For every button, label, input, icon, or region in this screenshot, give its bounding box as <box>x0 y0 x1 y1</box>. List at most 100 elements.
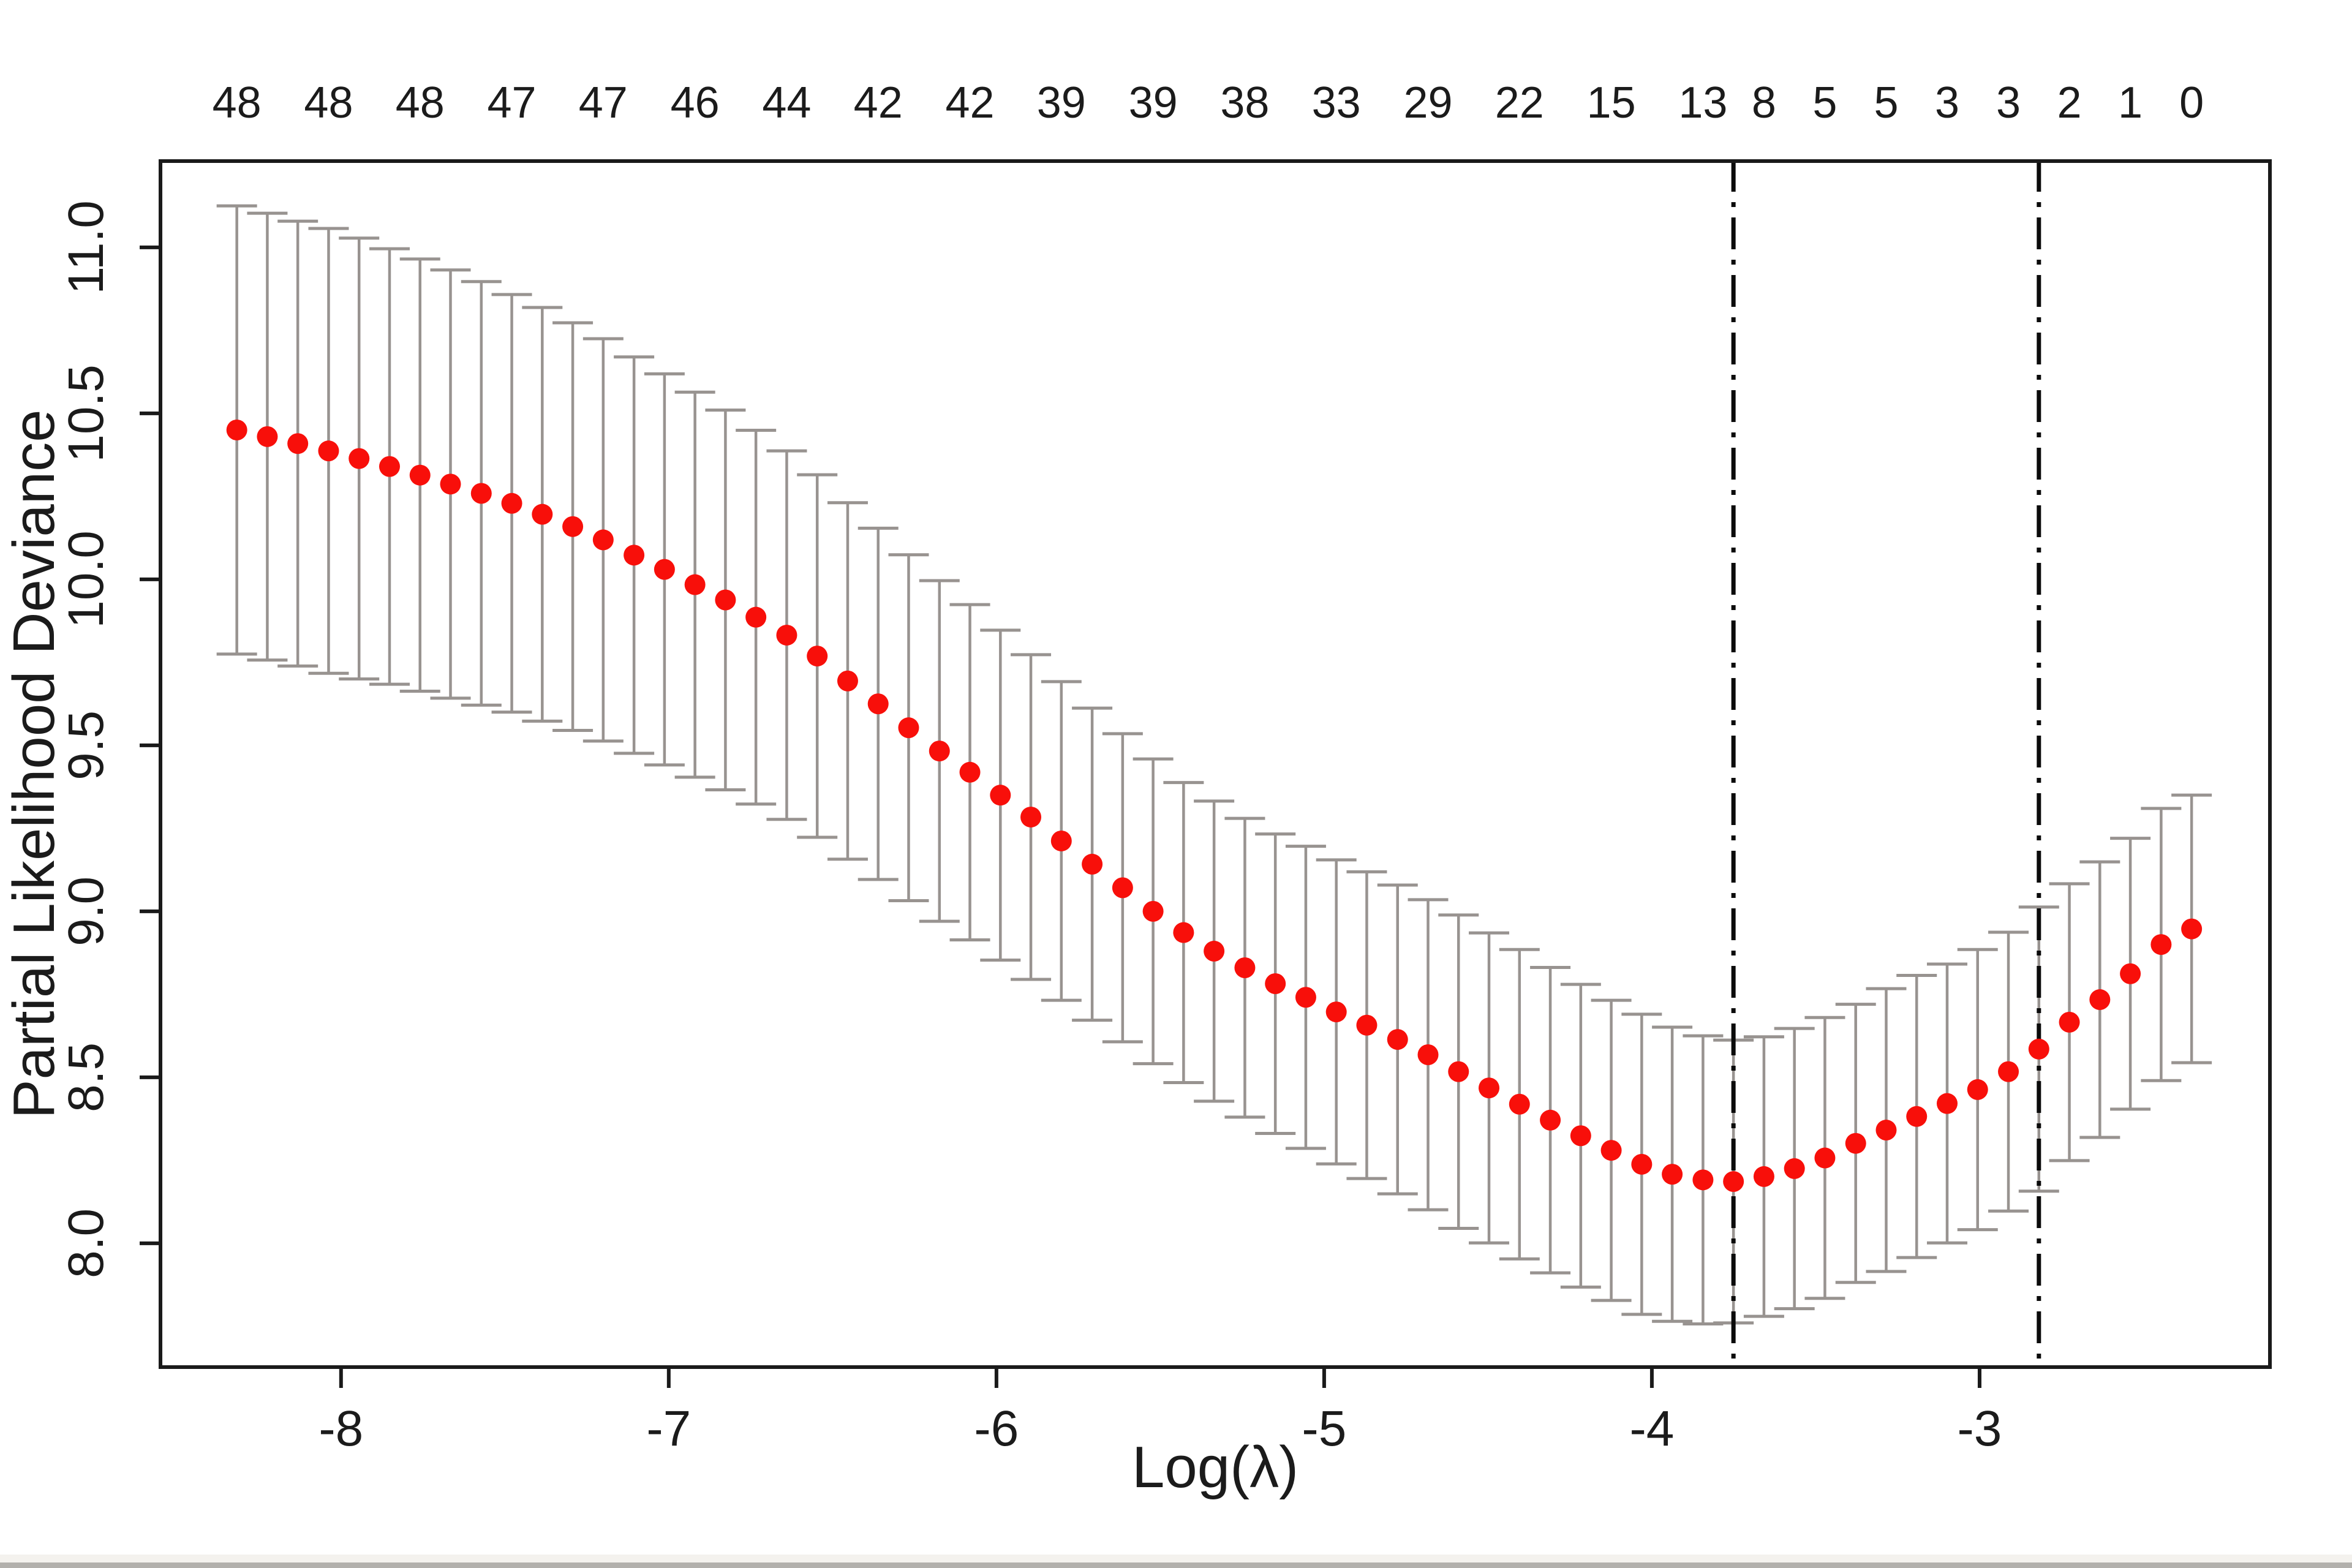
nonzero-count-label: 47 <box>579 78 628 127</box>
data-point <box>2089 989 2111 1011</box>
axes-layer: -8 -7 -6 -5 -4 -3 8.0 8.5 9.0 9.5 10.0 10.5 11.0 48 48… <box>58 78 2204 1457</box>
data-point <box>592 529 614 551</box>
data-points-layer <box>226 420 2203 1193</box>
nonzero-count-label: 42 <box>945 78 994 127</box>
data-point <box>1173 922 1194 943</box>
data-point <box>440 473 461 495</box>
data-point <box>2059 1011 2080 1033</box>
data-point <box>837 670 858 692</box>
data-point <box>1845 1133 1866 1154</box>
data-point <box>929 741 950 762</box>
data-point <box>1753 1166 1774 1187</box>
data-point <box>959 761 981 783</box>
nonzero-count-label: 46 <box>671 78 720 127</box>
data-point <box>1295 987 1316 1008</box>
data-point <box>2120 963 2141 984</box>
data-point <box>2028 1038 2049 1060</box>
plot-border <box>159 159 2272 1369</box>
nonzero-count-label: 15 <box>1587 78 1636 127</box>
data-point <box>2150 934 2172 956</box>
nonzero-count-label: 5 <box>1812 78 1837 127</box>
data-point <box>501 492 522 514</box>
data-point <box>2181 918 2203 940</box>
nonzero-count-label: 39 <box>1037 78 1086 127</box>
data-point <box>1325 1001 1347 1023</box>
data-point <box>654 559 675 580</box>
data-point <box>745 606 767 628</box>
data-point <box>1417 1044 1439 1066</box>
data-point <box>1479 1077 1500 1099</box>
data-point <box>1631 1153 1653 1175</box>
nonzero-count-label: 8 <box>1752 78 1776 127</box>
data-point <box>898 717 919 739</box>
data-point <box>287 433 309 454</box>
data-point <box>257 426 278 447</box>
x-tick-label: -4 <box>1629 1401 1674 1457</box>
data-point <box>318 440 339 462</box>
bottom-window-edge <box>0 1562 2352 1568</box>
nonzero-count-label: 42 <box>854 78 903 127</box>
data-point <box>1875 1120 1897 1141</box>
data-point <box>1723 1171 1744 1193</box>
nonzero-count-label: 38 <box>1220 78 1269 127</box>
data-point <box>226 420 247 441</box>
nonzero-count-label: 0 <box>2179 78 2204 127</box>
x-axis-title: Log(λ) <box>1132 1434 1298 1500</box>
y-tick-label: 10.0 <box>58 530 114 628</box>
bottom-window-strip <box>0 1555 2352 1564</box>
nonzero-count-label: 2 <box>2057 78 2082 127</box>
data-point <box>1448 1061 1469 1082</box>
x-tick-label: -3 <box>1958 1401 2002 1457</box>
nonzero-count-label: 44 <box>762 78 811 127</box>
data-point <box>532 503 553 525</box>
data-point <box>1570 1125 1591 1147</box>
data-point <box>409 464 431 486</box>
nonzero-count-label: 48 <box>396 78 445 127</box>
data-point <box>1050 830 1072 851</box>
data-point <box>1784 1158 1805 1179</box>
nonzero-count-label: 33 <box>1312 78 1361 127</box>
data-point <box>379 456 400 477</box>
data-point <box>1509 1093 1530 1115</box>
data-point <box>1936 1093 1958 1114</box>
nonzero-count-label: 13 <box>1678 78 1727 127</box>
nonzero-count-label: 48 <box>213 78 262 127</box>
nonzero-count-label: 29 <box>1403 78 1452 127</box>
nonzero-count-label: 3 <box>1935 78 1959 127</box>
nonzero-count-label: 47 <box>488 78 537 127</box>
data-point <box>1234 957 1256 979</box>
x-tick-label: -7 <box>646 1401 691 1457</box>
data-point <box>990 785 1011 806</box>
data-point <box>776 624 797 646</box>
error-bars-layer <box>216 204 2212 1326</box>
data-point <box>715 589 736 611</box>
data-point <box>562 516 584 537</box>
data-point <box>1967 1079 1988 1100</box>
y-tick-label: 10.5 <box>58 364 114 462</box>
y-tick-label: 9.5 <box>58 710 114 780</box>
y-tick-label: 8.0 <box>58 1208 114 1278</box>
y-tick-label: 8.5 <box>58 1042 114 1112</box>
data-point <box>1082 853 1103 875</box>
nonzero-count-label: 5 <box>1874 78 1898 127</box>
data-point <box>1600 1140 1622 1161</box>
x-tick-label: -6 <box>974 1401 1019 1457</box>
y-axis-title: Partial Likelihood Deviance <box>1 410 67 1119</box>
data-point <box>807 646 828 667</box>
data-point <box>1814 1147 1836 1169</box>
x-tick-label: -5 <box>1302 1401 1346 1457</box>
y-tick-label: 9.0 <box>58 876 114 946</box>
data-point <box>1020 806 1042 827</box>
x-tick-label: -8 <box>318 1401 363 1457</box>
data-point <box>1662 1164 1683 1185</box>
data-point <box>1998 1061 2019 1082</box>
y-tick-label: 11.0 <box>58 200 114 295</box>
data-point <box>349 448 370 469</box>
data-point <box>1356 1014 1378 1036</box>
nonzero-count-label: 1 <box>2118 78 2143 127</box>
nonzero-count-label: 3 <box>1996 78 2021 127</box>
reference-lines-layer <box>1731 160 2041 1367</box>
data-point <box>1387 1029 1408 1050</box>
